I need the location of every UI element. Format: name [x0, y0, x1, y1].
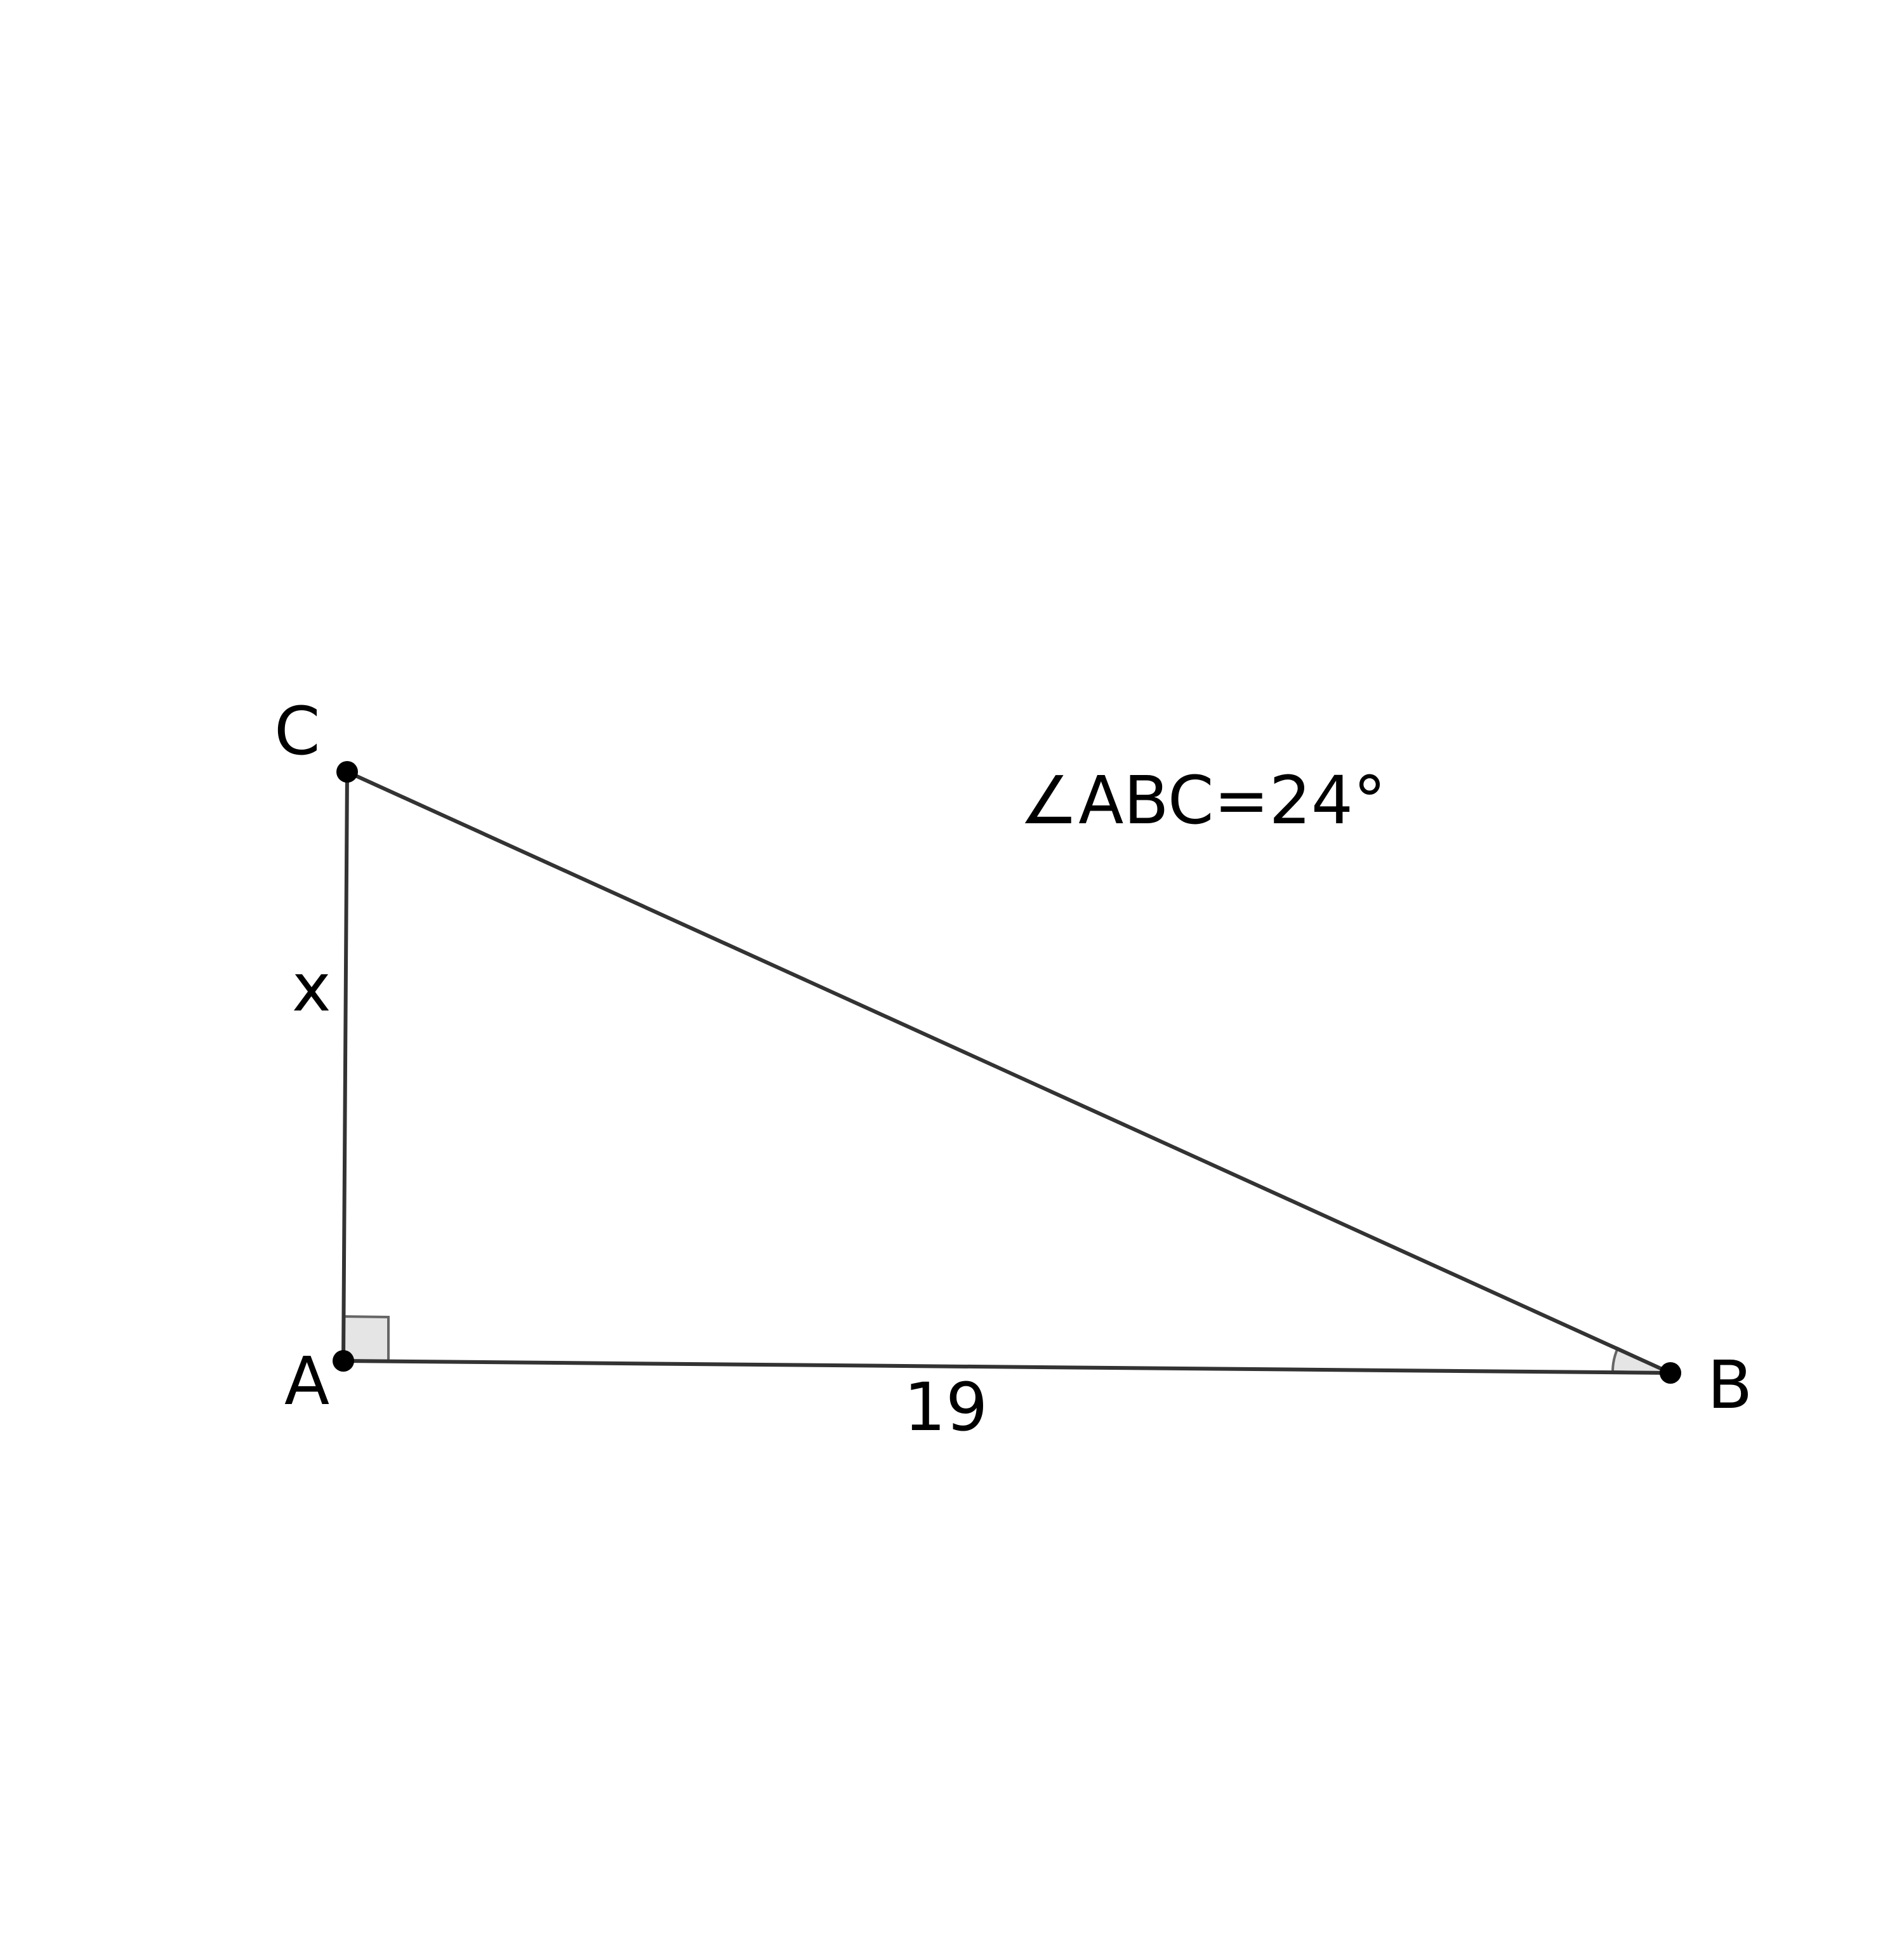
point-label-b: B: [1707, 1346, 1752, 1424]
side-label-ab: 19: [904, 1368, 988, 1446]
point-label-c: C: [274, 692, 321, 770]
vertex-a: [333, 1350, 354, 1372]
side-cb: [345, 770, 1672, 1375]
vertex-b: [1660, 1362, 1681, 1384]
angle-note: ∠ABC=24°: [1019, 762, 1386, 839]
side-ac: [341, 770, 349, 1363]
side-label-ac: x: [292, 949, 331, 1026]
point-label-a: A: [284, 1342, 329, 1420]
vertex-c: [336, 761, 358, 783]
side-ab: [341, 1359, 1672, 1375]
